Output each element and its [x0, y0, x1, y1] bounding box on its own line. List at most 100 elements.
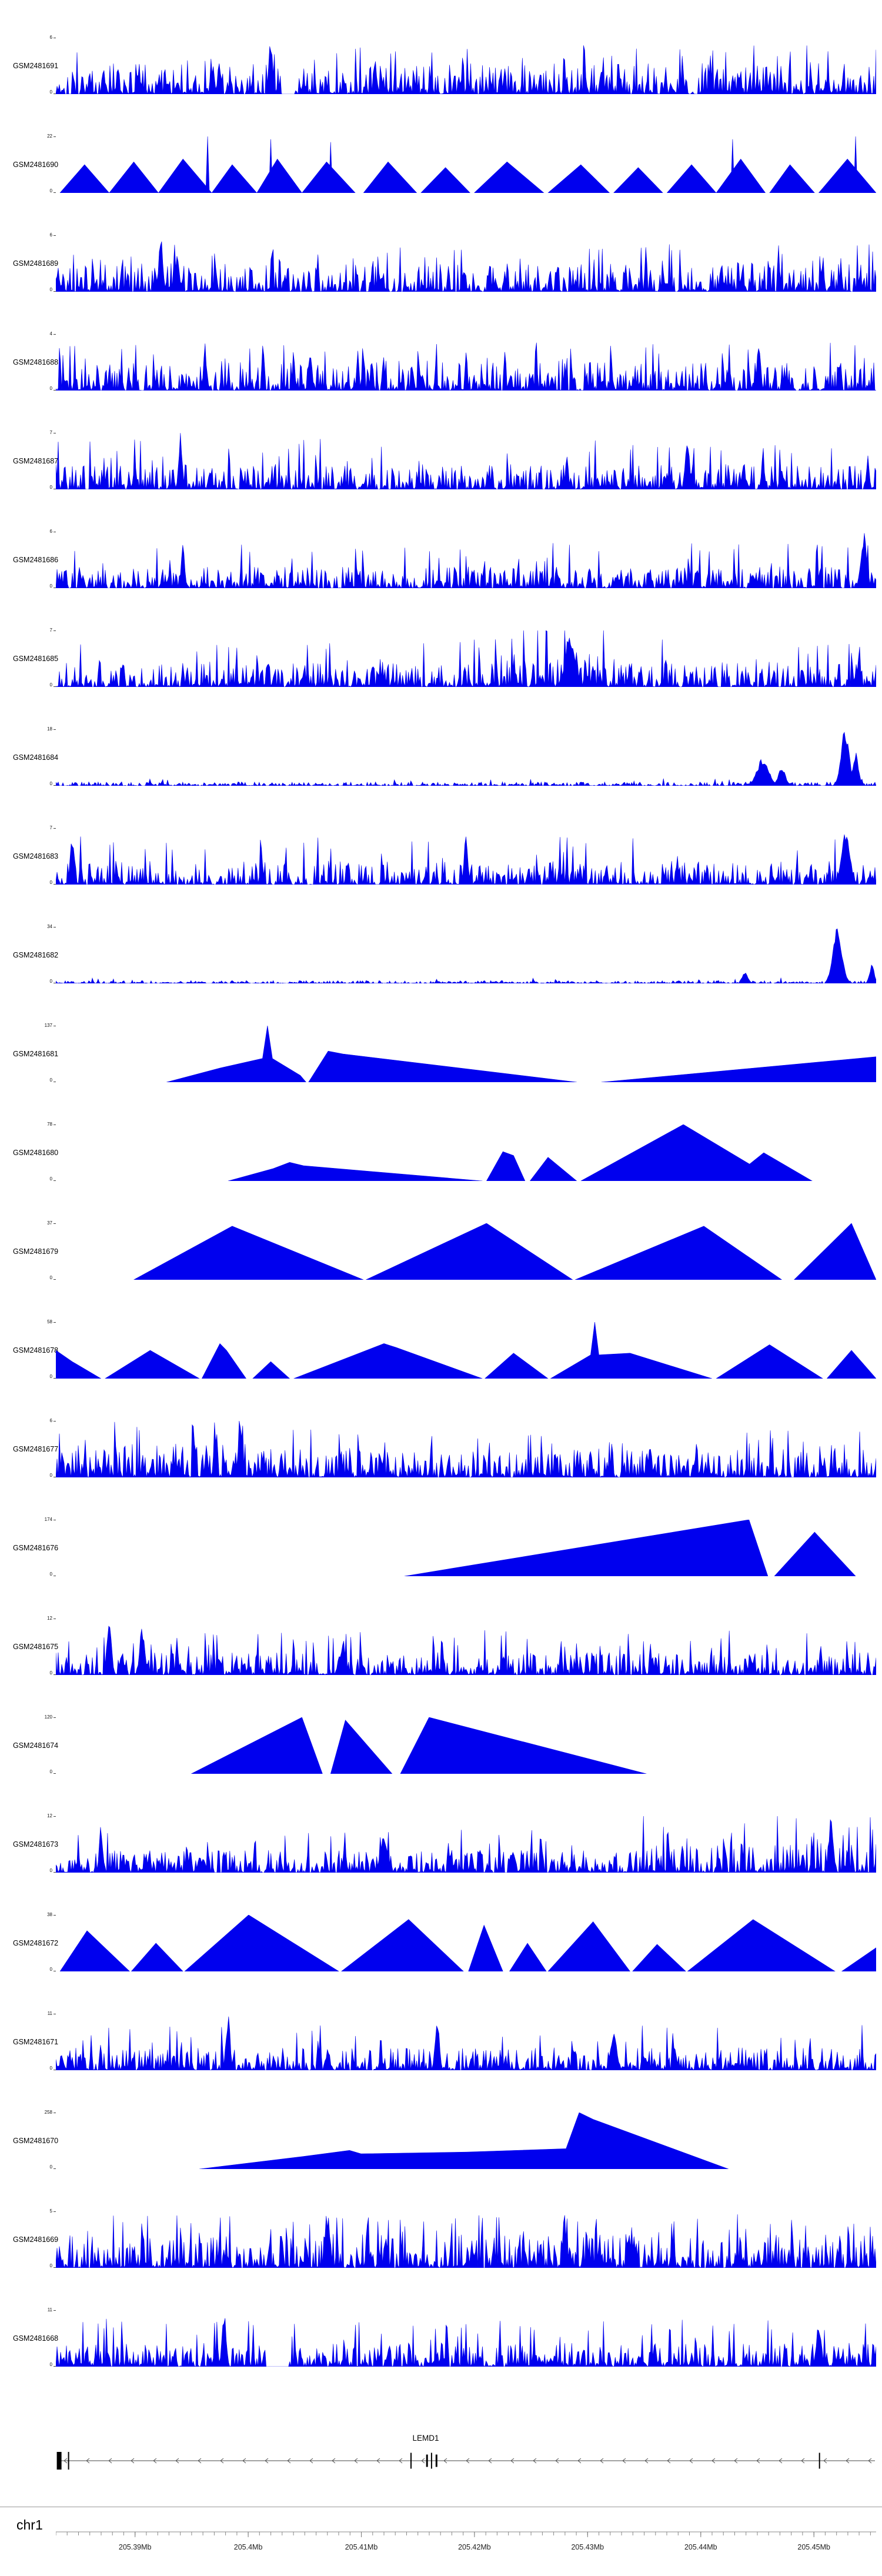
track-signal-plot: [59, 1915, 876, 1971]
strand-arrow-left-icon: [198, 2458, 202, 2464]
track-ymin-label: 0: [49, 1275, 52, 1280]
track-ymin-label: 0: [49, 1670, 52, 1676]
track-label: GSM2481685: [13, 655, 59, 663]
y-axis-tick: [54, 686, 56, 687]
track-ymin-label: 0: [49, 781, 52, 786]
track-row-gsm2481669: GSM2481669 5 0: [0, 2190, 882, 2289]
strand-arrow-left-icon: [354, 2458, 358, 2464]
y-axis-tick: [54, 334, 56, 335]
track-signal-plot: [56, 928, 876, 983]
track-signal-plot: [56, 1322, 876, 1379]
strand-arrow-left-icon: [131, 2458, 135, 2464]
track-ymax-label: 12: [47, 1616, 52, 1621]
chromosome-label: chr1: [16, 2517, 43, 2532]
track-ymax-label: 37: [47, 1220, 52, 1226]
y-axis-tick: [54, 136, 56, 137]
track-label: GSM2481687: [13, 457, 59, 465]
strand-arrow-left-icon: [242, 2458, 246, 2464]
axis-tick-label: 205.39Mb: [119, 2543, 152, 2551]
track-ymin-label: 0: [49, 1374, 52, 1379]
y-axis-tick: [54, 1180, 56, 1181]
track-ymin-label: 0: [49, 1967, 52, 1972]
strand-arrow-left-icon: [555, 2458, 559, 2464]
strand-arrow-left-icon: [108, 2458, 112, 2464]
track-signal-plot: [56, 533, 876, 588]
strand-arrow-left-icon: [667, 2458, 671, 2464]
exon-mark: [410, 2452, 412, 2469]
y-axis-tick: [54, 1816, 56, 1817]
track-signal-plot: [404, 1520, 856, 1576]
track-signal-plot: [56, 732, 876, 786]
track-signal-plot: [133, 1223, 876, 1280]
axis-tick-label: 205.4Mb: [234, 2543, 263, 2551]
strand-arrow-left-icon: [823, 2458, 827, 2464]
track-label: GSM2481678: [13, 1346, 59, 1354]
track-signal-plot: [56, 630, 876, 687]
exon-mark: [818, 2452, 820, 2469]
track-row-gsm2481682: GSM2481682 34 0: [0, 906, 882, 1005]
y-axis-tick: [54, 235, 56, 236]
strand-arrow-left-icon: [779, 2458, 783, 2464]
y-axis-tick: [54, 1378, 56, 1379]
track-signal-plot: [56, 241, 876, 292]
track-row-gsm2481674: GSM2481674 120 0: [0, 1696, 882, 1795]
strand-arrow-left-icon: [510, 2458, 514, 2464]
y-axis-tick: [54, 1872, 56, 1873]
exon-mark: [435, 2454, 437, 2467]
strand-arrow-left-icon: [577, 2458, 582, 2464]
track-label: GSM2481670: [13, 2137, 59, 2145]
track-ymax-label: 7: [49, 430, 52, 435]
track-signal-plot: [56, 1816, 876, 1873]
y-axis-tick: [54, 884, 56, 885]
genome-axis: 205.39Mb 205.4Mb 205.41Mb 205.42Mb 205.43Mb 2…: [56, 2531, 876, 2551]
track-ymax-label: 22: [47, 134, 52, 139]
track-ymin-label: 0: [49, 880, 52, 885]
track-ymax-label: 120: [44, 1714, 52, 1720]
y-axis-tick: [54, 291, 56, 292]
track-ymax-label: 34: [47, 924, 52, 929]
axis-tick-label: 205.42Mb: [458, 2543, 491, 2551]
track-label: GSM2481688: [13, 358, 59, 366]
exon-mark: [68, 2452, 69, 2470]
track-ymin-label: 0: [49, 1176, 52, 1182]
track-ymax-label: 11: [47, 2307, 52, 2313]
track-label: GSM2481686: [13, 556, 59, 564]
track-ymin-label: 0: [49, 1473, 52, 1478]
track-ymax-label: 6: [49, 529, 52, 534]
y-axis-tick: [54, 1915, 56, 1916]
track-label: GSM2481672: [13, 1939, 59, 1947]
strand-arrow-left-icon: [309, 2458, 313, 2464]
track-signal-plot: [166, 1026, 876, 1082]
y-axis-tick: [54, 390, 56, 391]
track-signal-plot: [56, 1421, 876, 1477]
y-axis-tick: [54, 1421, 56, 1422]
track-row-gsm2481685: GSM2481685 7 0: [0, 609, 882, 708]
track-ymax-label: 5: [49, 2208, 52, 2214]
track-ymax-label: 7: [49, 628, 52, 633]
track-row-gsm2481684: GSM2481684 18 0: [0, 708, 882, 807]
track-row-gsm2481672: GSM2481672 38 0: [0, 1894, 882, 1993]
track-row-gsm2481689: GSM2481689 6 0: [0, 214, 882, 313]
track-label: GSM2481673: [13, 1840, 59, 1848]
track-ymax-label: 12: [47, 1813, 52, 1818]
axis-tick-label: 205.41Mb: [345, 2543, 378, 2551]
gene-name-label: LEMD1: [412, 2434, 439, 2442]
track-label: GSM2481675: [13, 1643, 59, 1651]
track-label: GSM2481669: [13, 2235, 59, 2244]
strand-arrow-left-icon: [175, 2458, 179, 2464]
track-row-gsm2481668: GSM2481668 11 0: [0, 2289, 882, 2388]
strand-arrow-left-icon: [689, 2458, 693, 2464]
track-ymin-label: 0: [49, 583, 52, 589]
strand-arrow-left-icon: [600, 2458, 604, 2464]
track-signal-plot: [56, 1626, 876, 1675]
y-axis-tick: [54, 2168, 56, 2169]
strand-arrow-left-icon: [220, 2458, 224, 2464]
track-ymin-label: 0: [49, 1077, 52, 1083]
track-ymin-label: 0: [49, 287, 52, 292]
track-row-gsm2481686: GSM2481686 6 0: [0, 510, 882, 609]
track-label: GSM2481668: [13, 2334, 59, 2343]
track-row-gsm2481673: GSM2481673 12 0: [0, 1795, 882, 1894]
track-label: GSM2481671: [13, 2038, 59, 2046]
axis-tick-label: 205.43Mb: [571, 2543, 604, 2551]
strand-arrow-left-icon: [265, 2458, 269, 2464]
